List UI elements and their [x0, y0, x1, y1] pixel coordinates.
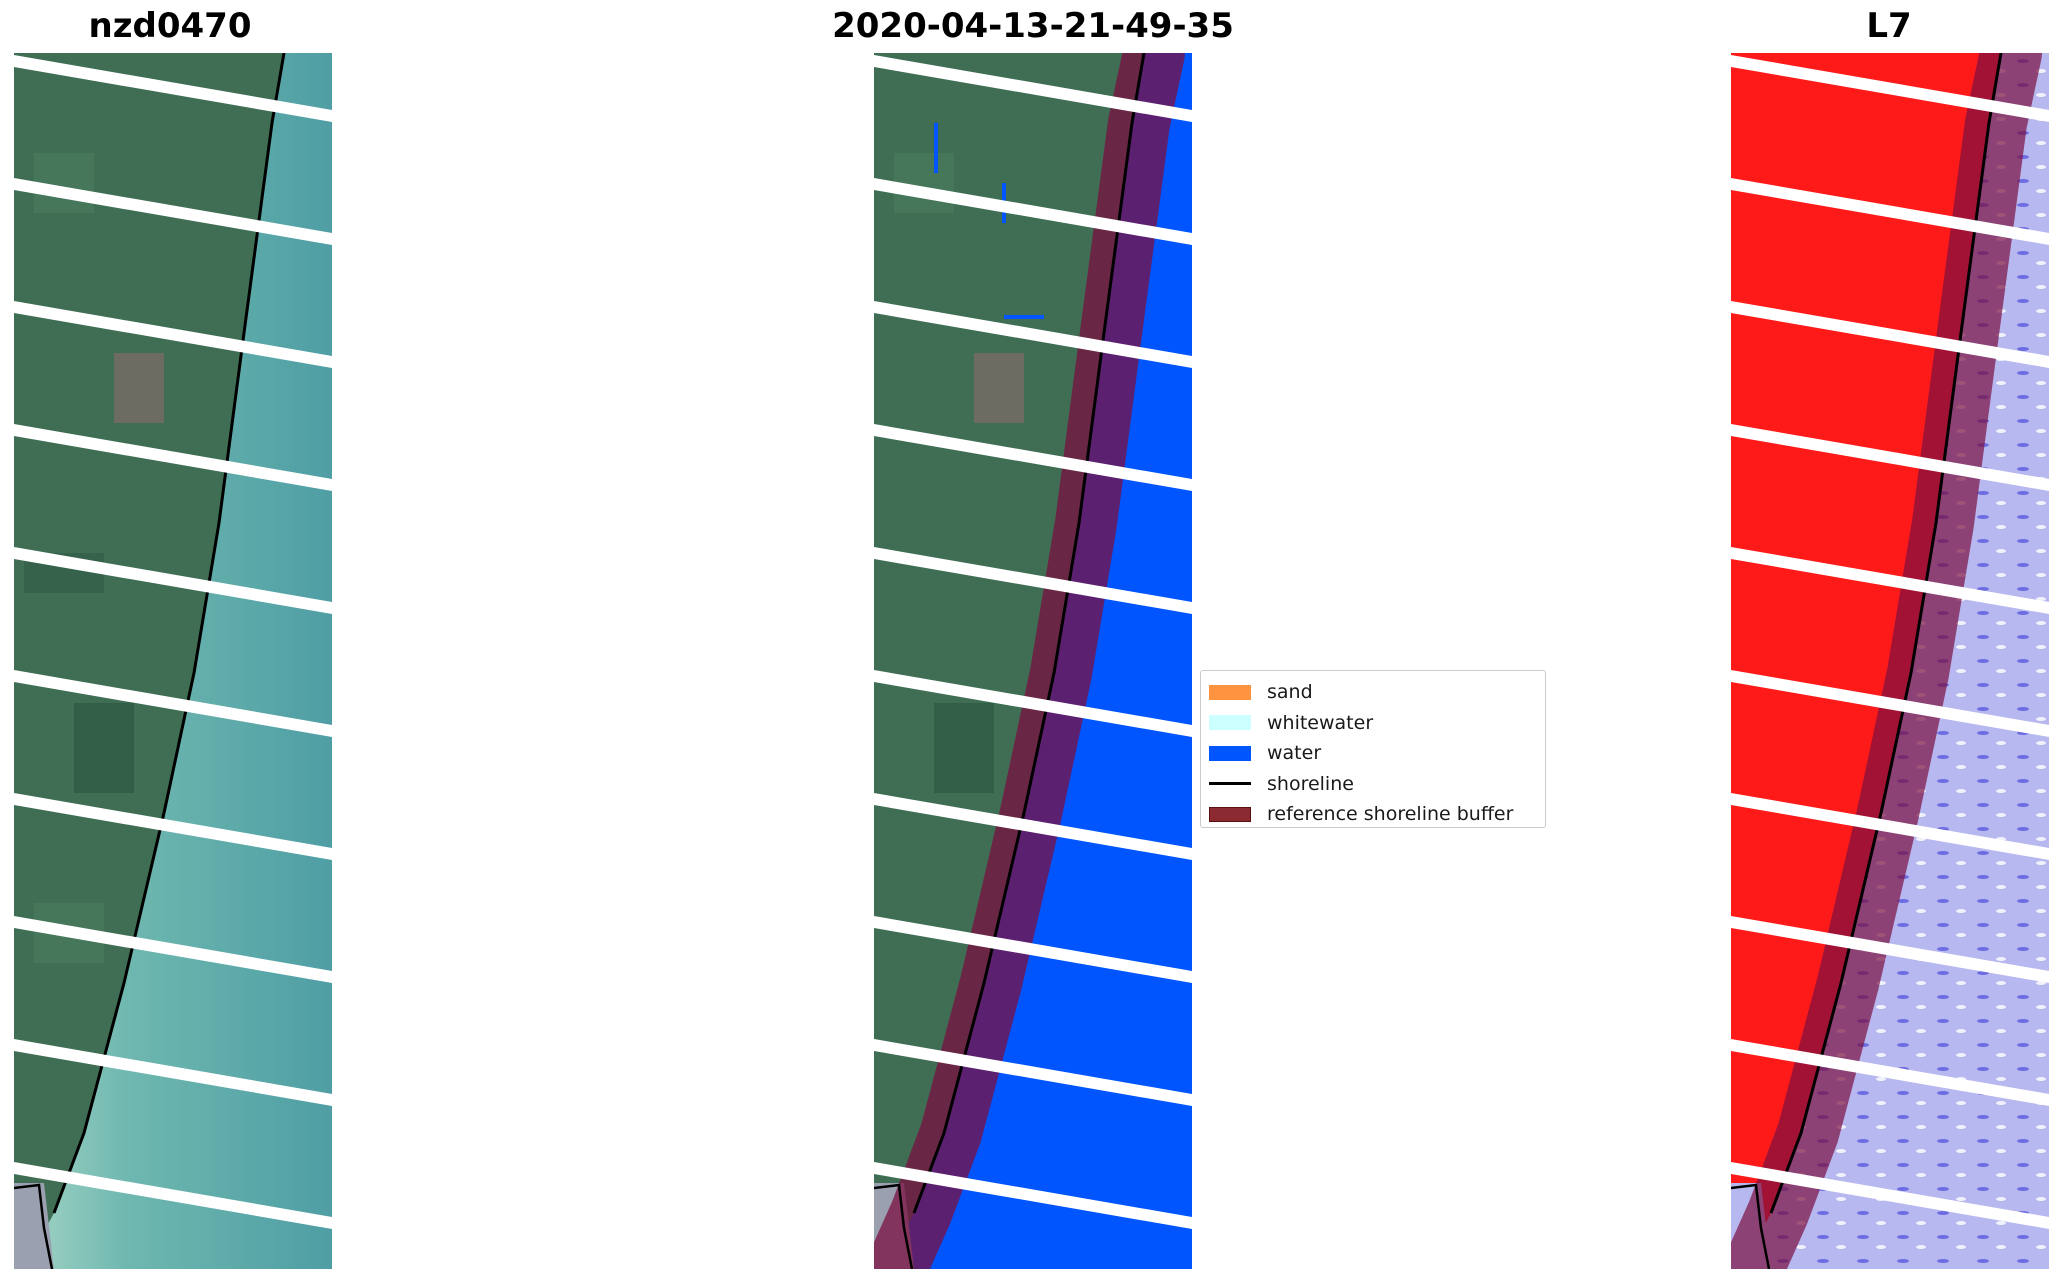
panel-title-classified: 2020-04-13-21-49-35	[832, 6, 1234, 46]
scan-gap-stripe	[1731, 793, 2049, 860]
legend-item-whitewater: whitewater	[1209, 708, 1545, 739]
legend-label: whitewater	[1267, 711, 1374, 734]
water-swatch	[1209, 745, 1251, 761]
scan-gap-stripe	[14, 1039, 332, 1106]
rgb-image-panel	[14, 53, 332, 1269]
scan-gap-stripe	[874, 916, 1192, 983]
panel-title-index: L7	[1866, 6, 1912, 46]
scan-gap-stripe	[874, 55, 1192, 122]
scan-gap-stripe	[14, 1162, 332, 1229]
shoreline-line-swatch	[1209, 782, 1251, 786]
scan-gap-stripe	[1731, 1162, 2049, 1229]
legend-label: water	[1267, 742, 1322, 765]
scan-gap-stripe	[874, 178, 1192, 245]
legend-label: shoreline	[1267, 772, 1354, 795]
scan-gap-stripe	[1731, 301, 2049, 368]
scan-gap-stripe	[1731, 1039, 2049, 1106]
scan-gap-stripe	[1731, 424, 2049, 491]
classified-image-panel	[874, 53, 1192, 1269]
legend: sand whitewater water shoreline referenc…	[1200, 670, 1546, 828]
legend-label: sand	[1267, 681, 1313, 704]
scan-gap-stripe	[874, 670, 1192, 737]
scan-gap-stripe	[1731, 670, 2049, 737]
scan-gap-stripe	[874, 547, 1192, 614]
sand-swatch	[1209, 684, 1251, 700]
legend-item-shoreline: shoreline	[1209, 769, 1545, 800]
scan-gap-stripe	[14, 424, 332, 491]
scan-gap-stripe	[874, 1039, 1192, 1106]
scan-gap-stripe	[14, 793, 332, 860]
index-image	[1731, 53, 2049, 1269]
scan-gap-stripe	[1731, 916, 2049, 983]
classified-image	[874, 53, 1192, 1269]
scan-gap-stripe	[1731, 178, 2049, 245]
scan-gap-stripe	[1731, 55, 2049, 122]
buffer-swatch	[1209, 806, 1251, 822]
legend-item-buffer: reference shoreline buffer	[1209, 799, 1545, 830]
scan-gap-stripe	[14, 178, 332, 245]
rgb-image	[14, 53, 332, 1269]
whitewater-swatch	[1209, 715, 1251, 731]
scan-gap-stripe	[14, 670, 332, 737]
scan-gap-stripe	[14, 301, 332, 368]
scan-gap-stripe	[14, 547, 332, 614]
scan-gap-stripe	[874, 424, 1192, 491]
index-image-panel	[1731, 53, 2049, 1269]
legend-item-water: water	[1209, 738, 1545, 769]
legend-item-sand: sand	[1209, 677, 1545, 708]
scan-gap-stripe	[14, 916, 332, 983]
legend-label: reference shoreline buffer	[1267, 803, 1514, 826]
scan-gap-stripe	[874, 793, 1192, 860]
scan-gap-stripe	[1731, 547, 2049, 614]
scan-gap-stripe	[874, 301, 1192, 368]
panel-title-rgb: nzd0470	[88, 6, 252, 46]
scan-gap-stripe	[14, 55, 332, 122]
scan-gap-stripe	[874, 1162, 1192, 1229]
